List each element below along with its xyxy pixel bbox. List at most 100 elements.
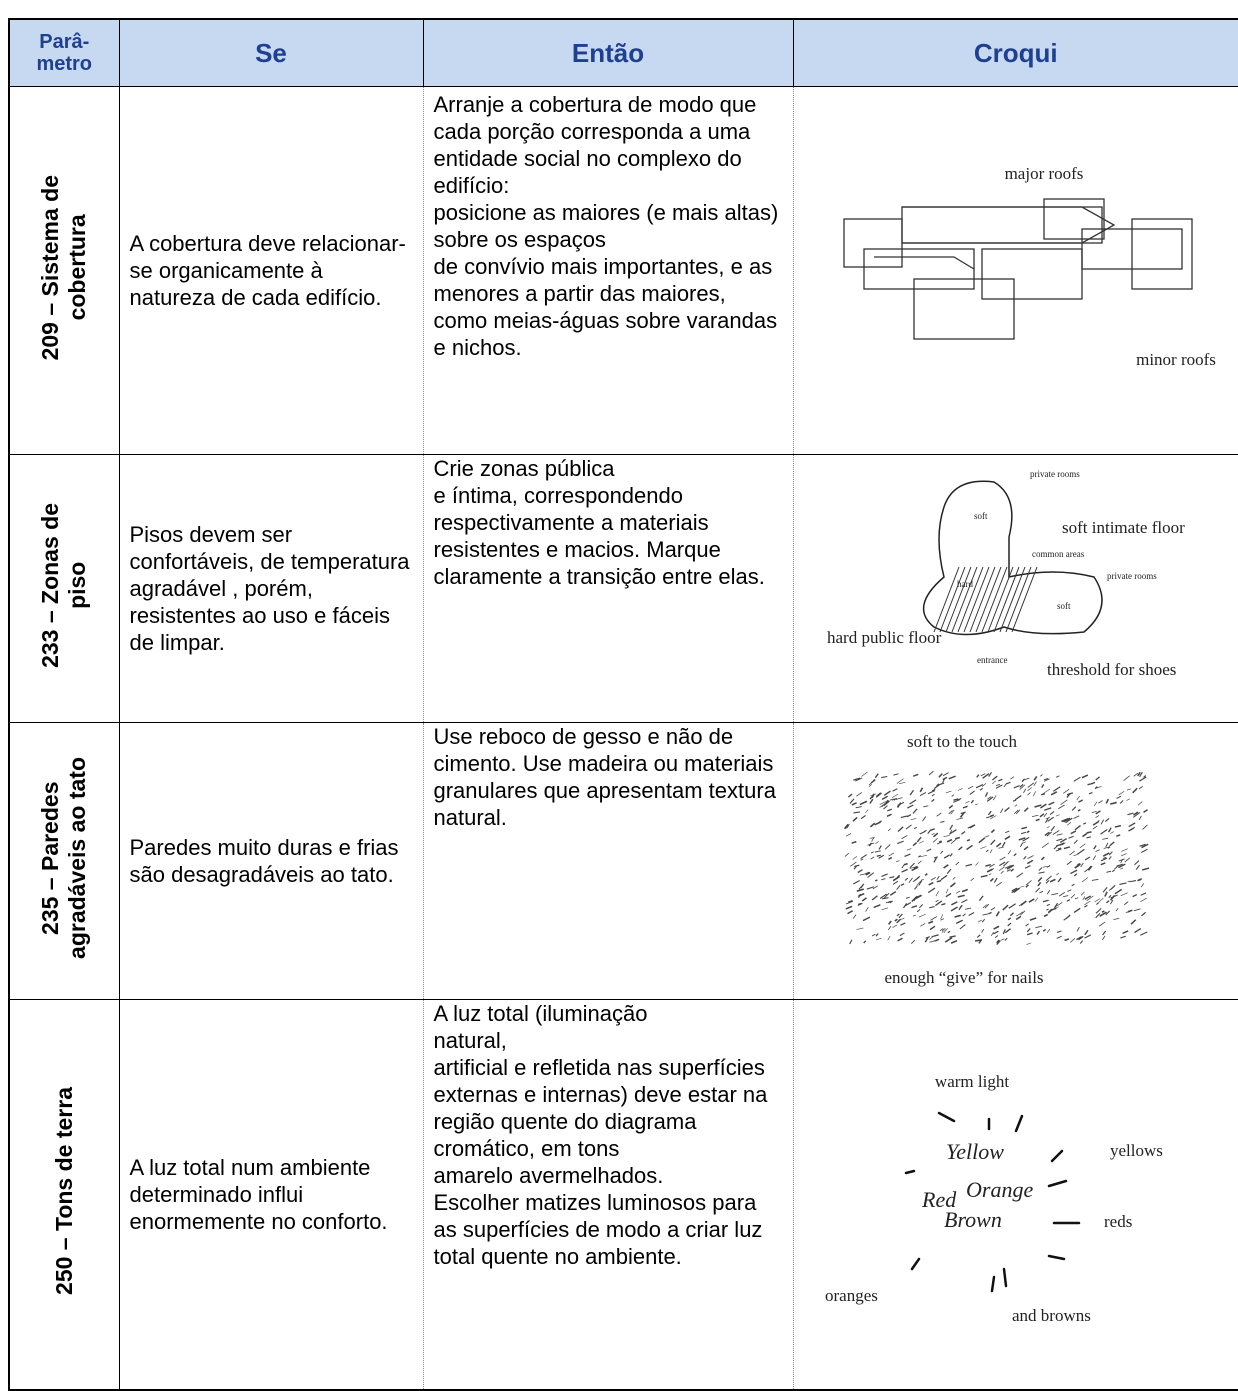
sketch-texture — [1127, 880, 1129, 881]
sketch-ray — [906, 1171, 914, 1173]
sketch-texture — [851, 841, 856, 843]
sketch-texture — [930, 916, 936, 920]
sketch-texture — [970, 878, 973, 881]
sketch-ray — [912, 1259, 919, 1269]
sketch-roof — [982, 249, 1082, 299]
sketch-texture — [926, 849, 931, 851]
parameter-label: 209 – Sistema de cobertura — [37, 175, 91, 360]
sketch-texture — [1050, 811, 1054, 814]
sketch-texture — [875, 773, 878, 777]
sketch-texture — [1121, 848, 1127, 851]
sketch-texture — [894, 919, 897, 921]
sketch-label: hard public floor — [827, 628, 942, 647]
sketch-texture — [1116, 834, 1120, 835]
sketch-texture — [1060, 799, 1067, 804]
sketch-texture — [1100, 829, 1107, 834]
sketch-texture — [1102, 935, 1105, 939]
sketch-texture — [1126, 788, 1130, 789]
sketch-texture — [1002, 842, 1005, 847]
sketch-texture — [882, 796, 888, 799]
sketch-texture — [1027, 928, 1030, 931]
sketch-texture — [1002, 905, 1007, 910]
sketch-texture — [1095, 908, 1100, 913]
sketch-texture — [1010, 868, 1013, 871]
sketch-texture — [1006, 869, 1010, 871]
sketch-texture — [856, 927, 863, 929]
sketch-texture — [1046, 909, 1048, 910]
sketch-texture — [879, 806, 883, 807]
sketch-texture — [1000, 938, 1003, 939]
sketch-texture — [887, 936, 889, 940]
sketch-texture — [1076, 927, 1078, 931]
sketch-texture — [920, 855, 927, 857]
sketch-texture — [911, 905, 916, 907]
action-cell: Crie zonas pública e íntima, corresponde… — [423, 455, 793, 723]
sketch-texture — [1083, 822, 1086, 823]
sketch-texture — [1055, 814, 1059, 815]
sketch-texture — [943, 864, 948, 867]
sketch-texture — [1118, 791, 1124, 795]
sketch-texture — [868, 780, 874, 785]
sketch-texture — [940, 875, 946, 879]
sketch-texture — [863, 940, 865, 942]
sketch-texture — [950, 882, 955, 886]
sketch-texture — [1080, 863, 1083, 867]
sketch-texture — [1127, 813, 1133, 815]
sketch-texture — [935, 900, 938, 901]
sketch-texture — [928, 882, 933, 884]
sketch-texture — [855, 806, 861, 807]
sketch-texture — [996, 911, 999, 916]
sketch-texture — [893, 773, 898, 774]
sketch-texture — [1038, 872, 1044, 873]
sketch-texture — [888, 828, 891, 830]
sketch-texture — [898, 826, 903, 831]
sketch-label: private rooms — [1030, 469, 1080, 479]
sketch-texture — [947, 839, 952, 841]
sketch-texture — [1098, 898, 1103, 903]
sketch-texture — [1016, 872, 1022, 876]
sketch-texture — [940, 850, 942, 853]
sketch-label: threshold for shoes — [1047, 660, 1176, 679]
sketch-texture — [951, 907, 958, 911]
sketch-texture — [1086, 831, 1091, 832]
sketch-ridge — [874, 207, 1114, 269]
sketch-texture — [1028, 898, 1033, 901]
sketch-texture — [1040, 774, 1042, 776]
sketch-texture — [978, 919, 982, 921]
sketch-texture — [1047, 890, 1049, 894]
sketch-texture — [949, 824, 952, 829]
sketch-texture — [919, 792, 925, 795]
sketch-texture — [1004, 807, 1009, 811]
sketch-texture — [1073, 815, 1079, 818]
sketch-label: yellows — [1110, 1141, 1163, 1160]
sketch-texture — [881, 776, 887, 777]
sketch-texture — [1108, 856, 1110, 859]
sketch-texture — [861, 815, 865, 818]
sketch-texture — [1084, 930, 1087, 935]
sketch-texture — [965, 864, 971, 866]
sketch-texture — [901, 869, 907, 872]
sketch-roof — [902, 207, 1102, 243]
sketch-label: soft to the touch — [906, 732, 1017, 751]
sketch-texture — [900, 922, 905, 924]
sketch-texture — [951, 940, 957, 942]
sketch-label: major roofs — [1004, 164, 1083, 183]
sketch-texture — [1109, 851, 1112, 854]
sketch-texture — [999, 856, 1005, 859]
sketch-texture — [1043, 813, 1046, 817]
sketch-texture — [1074, 825, 1080, 829]
sketch-texture — [1047, 826, 1049, 828]
sketch-texture — [945, 893, 950, 896]
sketch-texture — [1132, 788, 1136, 793]
sketch-texture — [1078, 809, 1080, 810]
sketch-texture — [852, 817, 856, 821]
sketch-texture — [982, 919, 985, 922]
